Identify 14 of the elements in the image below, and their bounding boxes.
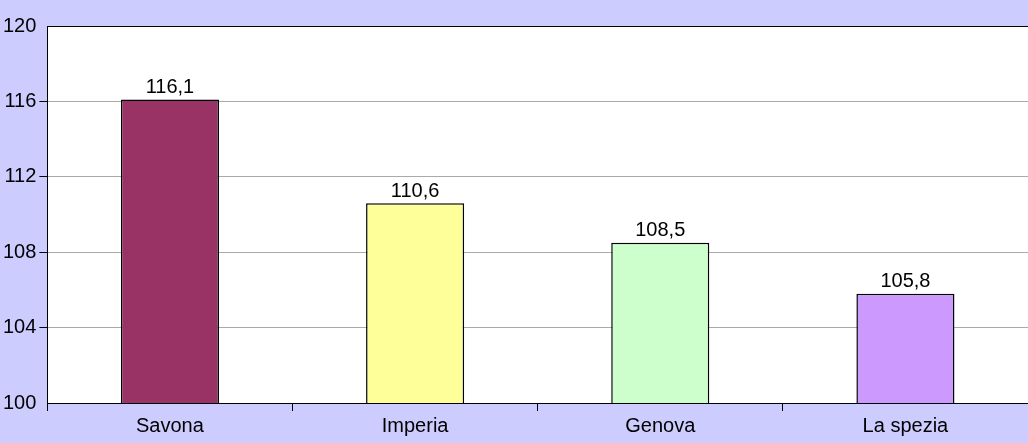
data-label: 116,1 — [145, 75, 195, 98]
x-tick-label: La spezia — [862, 413, 950, 436]
x-tick-label: Savona — [136, 413, 205, 436]
y-tick-label: 100 — [2, 390, 37, 413]
y-tick-label: 104 — [2, 315, 37, 338]
x-tick-label: Genova — [625, 413, 697, 436]
y-tick-label: 120 — [2, 13, 37, 36]
y-tick-label: 108 — [2, 239, 37, 262]
x-tick-label: Imperia — [381, 413, 450, 436]
y-tick-label: 112 — [4, 164, 37, 187]
y-tick-label: 116 — [4, 88, 37, 111]
data-label: 108,5 — [635, 218, 686, 241]
data-label: 105,8 — [880, 269, 931, 292]
data-label: 110,6 — [390, 178, 440, 201]
